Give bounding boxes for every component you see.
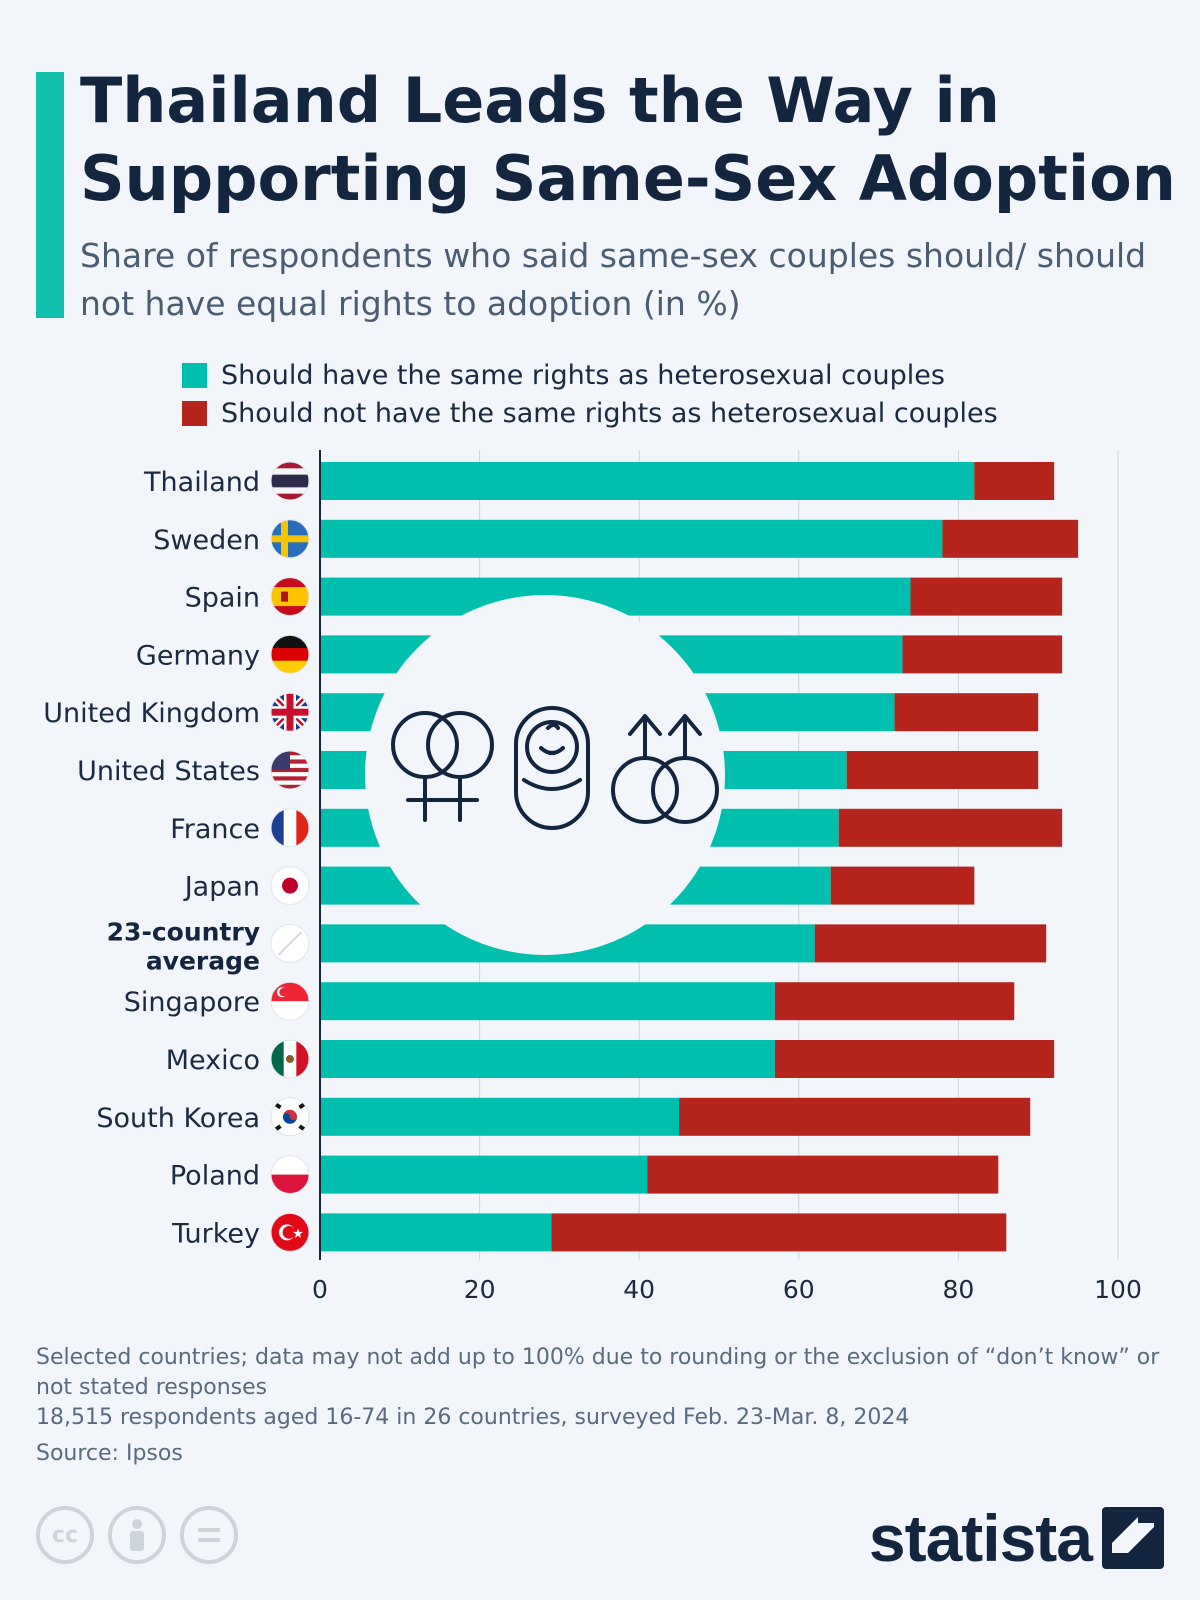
legend-item-should: Should have the same rights as heterosex… xyxy=(182,356,998,394)
average-slash-icon xyxy=(270,923,310,963)
us-flag-icon xyxy=(270,750,310,790)
bar-should-not xyxy=(830,866,975,905)
france-flag-icon xyxy=(270,808,310,848)
bar-should-not xyxy=(647,1155,999,1194)
category-label: Spain xyxy=(185,583,260,614)
x-tick-label: 40 xyxy=(623,1275,655,1304)
male-couple-icon xyxy=(611,714,719,824)
bar-should xyxy=(320,982,775,1021)
legend-swatch-should xyxy=(182,362,207,388)
bar-should xyxy=(320,1097,680,1136)
bar-should-not xyxy=(942,519,1079,558)
bar-should xyxy=(320,462,975,500)
south-korea-flag-icon xyxy=(270,1097,310,1137)
no-derivatives-icon[interactable] xyxy=(180,1506,238,1564)
x-tick-label: 20 xyxy=(464,1275,496,1304)
bar-should-not xyxy=(679,1097,1031,1136)
category-label: United Kingdom xyxy=(43,698,260,729)
thailand-flag-icon xyxy=(270,461,310,501)
legend-item-should-not: Should not have the same rights as heter… xyxy=(182,394,998,432)
bar-should xyxy=(320,577,911,616)
x-tick-label: 100 xyxy=(1094,1275,1142,1304)
legend-label-should: Should have the same rights as heterosex… xyxy=(221,359,945,391)
legend-label-should-not: Should not have the same rights as heter… xyxy=(221,397,998,429)
bar-should xyxy=(320,1040,775,1078)
chart-subtitle: Share of respondents who said same-sex c… xyxy=(80,236,1147,323)
japan-flag-icon xyxy=(270,866,310,906)
illustration-circle xyxy=(365,595,725,955)
bar-should-not xyxy=(551,1213,1007,1252)
footnote-source: Source: Ipsos xyxy=(36,1441,183,1466)
category-label: United States xyxy=(77,756,260,787)
bar-should-not xyxy=(814,924,1047,963)
baby-icon xyxy=(514,706,590,830)
x-tick-label: 80 xyxy=(942,1275,974,1304)
category-label: Japan xyxy=(183,872,260,903)
category-label: Germany xyxy=(136,640,260,671)
category-label: Singapore xyxy=(124,987,260,1018)
category-label: Thailand xyxy=(143,467,260,498)
category-label: South Korea xyxy=(96,1103,260,1134)
bar-should-not xyxy=(774,982,1015,1021)
poland-flag-icon xyxy=(270,1155,310,1195)
footnote: Selected countries; data may not add up … xyxy=(36,1343,1176,1469)
brand-name: statista xyxy=(868,1501,1093,1575)
bar-should xyxy=(320,519,943,558)
legend-swatch-should-not xyxy=(182,400,207,426)
category-label: Turkey xyxy=(171,1218,260,1249)
category-labels: Thailand Sweden Spain Germany United Kingdom… xyxy=(43,467,260,1249)
singapore-flag-icon xyxy=(270,981,310,1021)
spain-flag-icon xyxy=(270,577,310,617)
flags xyxy=(270,461,310,1252)
uk-flag-icon xyxy=(270,692,310,732)
footnote-note: Selected countries; data may not add up … xyxy=(36,1345,1160,1400)
bar-should-not xyxy=(838,808,1063,847)
statista-logo-icon xyxy=(1102,1507,1164,1569)
female-couple-icon xyxy=(391,711,494,822)
statista-logo[interactable]: statista xyxy=(869,1500,1164,1576)
bar-should-not xyxy=(974,462,1055,500)
bar-should-not xyxy=(846,751,1039,789)
bar-should xyxy=(320,1155,648,1194)
legend: Should have the same rights as heterosex… xyxy=(182,356,998,432)
category-label: Sweden xyxy=(153,525,260,556)
category-label: Poland xyxy=(170,1161,260,1192)
x-axis: 0 20 40 60 80 100 xyxy=(312,450,1142,1304)
attribution-icon[interactable] xyxy=(108,1506,166,1564)
bar-chart: 0 20 40 60 80 100 Thailand Sweden Spain Germany U… xyxy=(43,450,1142,1304)
bar-should-not xyxy=(902,635,1063,674)
bar-should xyxy=(320,1213,552,1252)
footnote-sample: 18,515 respondents aged 16-74 in 26 coun… xyxy=(36,1405,910,1430)
title-accent-bar xyxy=(36,72,64,318)
bar-should-not xyxy=(774,1040,1055,1078)
x-tick-label: 0 xyxy=(312,1275,328,1304)
adoption-illustration xyxy=(365,595,725,955)
category-label: 23-country average xyxy=(107,917,260,975)
bar-should-not xyxy=(910,577,1063,616)
sweden-flag-icon xyxy=(270,519,310,559)
category-label: Mexico xyxy=(166,1045,260,1076)
cc-icon[interactable]: cc xyxy=(36,1506,94,1564)
turkey-flag-icon xyxy=(270,1212,310,1252)
mexico-flag-icon xyxy=(270,1039,310,1079)
chart-title: Thailand Leads the Way in Supporting Sam… xyxy=(80,64,1176,215)
x-tick-label: 60 xyxy=(783,1275,815,1304)
germany-flag-icon xyxy=(270,634,310,674)
bar-should-not xyxy=(894,693,1039,732)
license-icons: cc xyxy=(36,1506,238,1564)
category-label: France xyxy=(170,814,260,845)
